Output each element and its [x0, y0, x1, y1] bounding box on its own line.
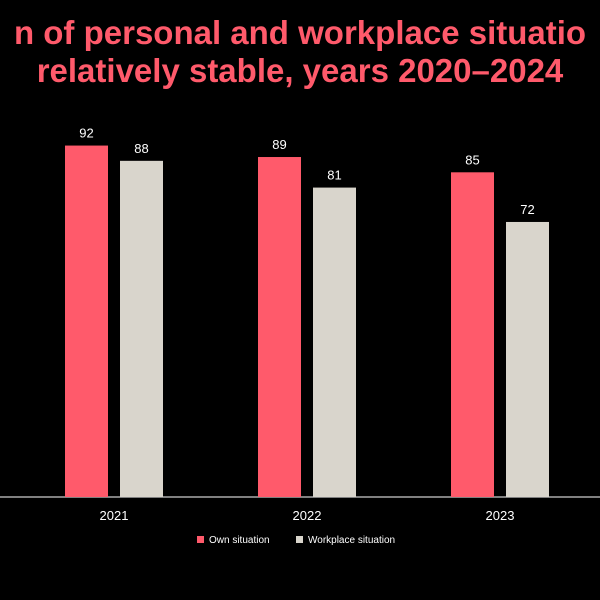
chart-title: n of personal and workplace situatio	[13, 14, 587, 51]
data-label-2023-own-situation: 85	[465, 152, 479, 167]
chart-title-block: n of personal and workplace situatio rel…	[14, 14, 586, 90]
bar-2021-own-situation	[65, 145, 108, 497]
data-label-2021-workplace-situation: 88	[134, 141, 148, 156]
legend-swatch-own-situation	[197, 536, 204, 543]
data-label-2022-workplace-situation: 81	[327, 168, 341, 183]
legend-swatch-workplace-situation	[296, 536, 303, 543]
chart-subtitle: relatively stable, years 2020–2024	[36, 52, 564, 89]
legend-label-workplace-situation: Workplace situation	[308, 535, 395, 546]
bar-2023-own-situation	[451, 172, 494, 498]
x-tick-label-2022: 2022	[293, 508, 322, 523]
data-label-2023-workplace-situation: 72	[520, 202, 534, 217]
legend-label-own-situation: Own situation	[209, 535, 270, 546]
x-tick-label-2023: 2023	[486, 508, 515, 523]
data-label-2022-own-situation: 89	[272, 137, 286, 152]
bar-2022-own-situation	[258, 157, 301, 497]
bar-2023-workplace-situation	[506, 221, 549, 497]
x-tick-label-2021: 2021	[100, 508, 129, 523]
bar-2022-workplace-situation	[313, 187, 356, 497]
data-label-2021-own-situation: 92	[79, 126, 93, 141]
bar-2021-workplace-situation	[120, 160, 163, 497]
